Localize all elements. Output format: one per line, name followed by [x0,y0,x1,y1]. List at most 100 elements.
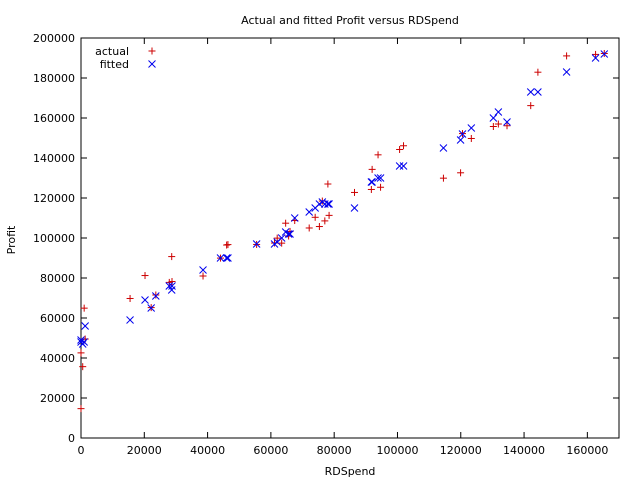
fitted-point [277,234,286,242]
actual-point [534,68,542,76]
y-tick-label: 0 [68,432,75,445]
fitted-point [168,282,176,290]
legend-marker-fitted [148,60,156,68]
x-tick-label: 20000 [127,444,162,457]
actual-point [77,349,85,357]
x-axis: 0 20000 40000 60000 80000 100000 120000 140000 1… [78,38,608,457]
actual-point [311,213,319,221]
y-tick-label: 40000 [40,352,75,365]
fitted-point [81,322,90,330]
x-tick-label: 160000 [566,444,608,457]
fitted-point [315,200,324,208]
fitted-point [77,338,85,346]
fitted-point [199,266,207,274]
actual-point [400,142,408,150]
x-tick-label: 40000 [190,444,225,457]
actual-point [152,291,160,299]
x-tick-label: 140000 [503,444,545,457]
fitted-point [368,178,376,186]
y-axis-label: Profit [5,225,18,254]
actual-point [563,52,571,60]
actual-point [350,188,358,196]
y-tick-label: 80000 [40,272,75,285]
fitted-point [374,174,382,182]
actual-point [278,239,286,247]
actual-point [305,224,313,232]
actual-point [325,211,333,219]
fitted-point [489,114,498,122]
chart-title: Actual and fitted Profit versus RDSpend [241,14,459,27]
actual-point [321,217,329,225]
fitted-point [290,214,299,222]
fitted-point [494,108,503,116]
y-tick-label: 100000 [33,232,75,245]
x-axis-label: RDSpend [325,465,376,478]
fitted-point [147,304,156,312]
actual-point [126,294,134,302]
y-axis: 0 20000 40000 60000 80000 100000 120000 140000 1… [33,32,619,445]
actual-point [199,272,207,280]
fitted-point [600,50,609,58]
fitted-point [456,136,465,144]
y-tick-label: 20000 [40,392,75,405]
fitted-point [252,240,261,248]
fitted-point [367,178,376,186]
y-tick-label: 160000 [33,112,75,125]
x-tick-label: 120000 [440,444,482,457]
fitted-point [216,254,225,262]
fitted-point [526,88,535,96]
fitted-point [151,292,160,300]
x-tick-label: 60000 [253,444,288,457]
fitted-point [286,230,294,238]
x-tick-label: 0 [78,444,85,457]
fitted-point [395,162,404,170]
fitted-point [562,68,571,76]
fitted-point [126,316,134,324]
legend: actual fitted [95,45,156,71]
actual-point [457,169,465,177]
actual-point [494,120,502,128]
actual-point [141,272,149,280]
plot-frame [80,37,620,439]
y-tick-label: 140000 [33,152,75,165]
actual-point [489,122,497,130]
fitted-point [467,124,476,132]
y-tick-label: 120000 [33,192,75,205]
actual-point [79,363,87,371]
fitted-point [439,144,448,152]
fitted-point [77,336,85,344]
actual-point [503,122,511,130]
fitted-point [458,130,467,138]
legend-label-actual: actual [95,45,129,58]
fitted-point [591,54,600,62]
y-tick-label: 180000 [33,72,75,85]
actual-point [168,253,176,261]
fitted-point [284,230,293,238]
actual-point [396,145,404,153]
actual-point [315,223,323,231]
fitted-point [222,254,231,262]
fitted-point [324,200,332,208]
y-tick-label: 60000 [40,312,75,325]
fitted-point [399,162,408,170]
fitted-point [270,240,279,248]
actual-point [80,304,88,312]
actual-point [367,185,375,193]
data-points [77,49,609,413]
actual-point [165,278,173,286]
legend-marker-actual [148,47,156,55]
actual-point [273,234,281,242]
fitted-point [350,204,359,212]
actual-point [527,102,535,110]
series-actual [77,49,608,413]
fitted-point [224,254,232,262]
fitted-point [320,200,329,208]
fitted-point [165,282,174,290]
x-tick-label: 80000 [317,444,352,457]
actual-point [467,134,475,142]
fitted-point [376,174,385,182]
y-tick-label: 200000 [33,32,75,45]
actual-point [77,405,85,413]
fitted-point [534,88,542,96]
